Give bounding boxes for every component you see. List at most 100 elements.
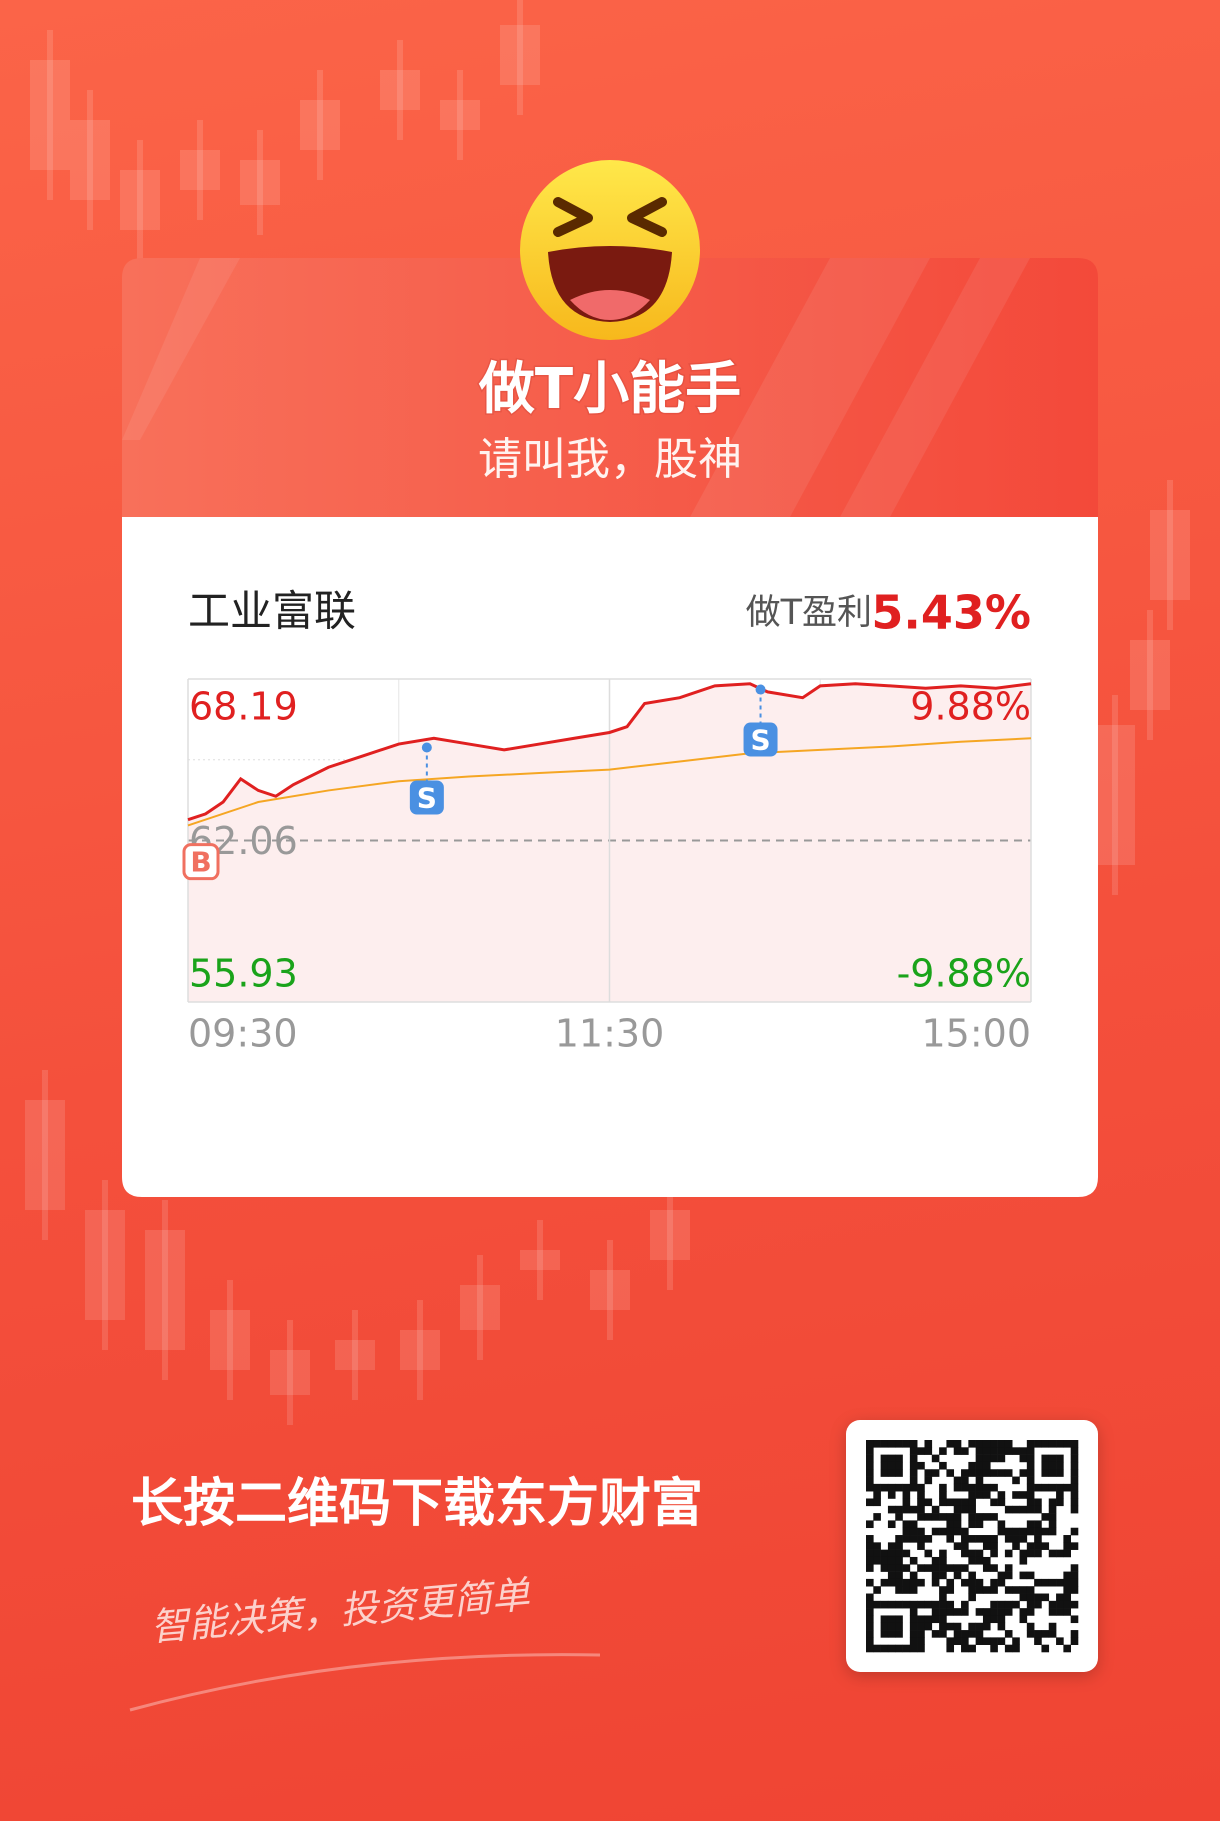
- qr-module: [1026, 1542, 1035, 1550]
- qr-module: [1056, 1469, 1064, 1477]
- qr-module: [1070, 1505, 1079, 1514]
- qr-module: [1026, 1454, 1035, 1463]
- qr-module: [968, 1593, 976, 1602]
- qr-module: [961, 1644, 969, 1653]
- qr-module: [961, 1630, 969, 1638]
- price-line: [187, 682, 1032, 822]
- qr-module: [982, 1491, 991, 1499]
- qr-module: [895, 1556, 903, 1565]
- qr-module: [902, 1600, 911, 1609]
- qr-module: [887, 1630, 896, 1638]
- qr-module: [902, 1491, 911, 1499]
- qr-module: [953, 1476, 962, 1485]
- qr-module: [997, 1600, 1006, 1609]
- qr-module: [887, 1440, 896, 1448]
- qr-module: [902, 1505, 911, 1514]
- qr-module: [1070, 1476, 1079, 1485]
- qr-module: [1004, 1644, 1013, 1653]
- trade-dot: [755, 684, 766, 695]
- qr-module: [1041, 1527, 1050, 1536]
- qr-module: [1048, 1520, 1057, 1529]
- qr-module: [902, 1586, 911, 1594]
- qr-module: [1070, 1447, 1079, 1455]
- qr-module: [909, 1571, 918, 1580]
- qr-module: [866, 1564, 874, 1572]
- qr-module: [975, 1491, 984, 1499]
- qr-module: [917, 1578, 925, 1587]
- qr-module: [1012, 1542, 1020, 1550]
- qr-module: [1070, 1440, 1079, 1448]
- x-tick-label: 09:30: [188, 1012, 298, 1056]
- qr-module: [902, 1440, 911, 1448]
- qr-module: [1004, 1564, 1013, 1572]
- qr-module: [997, 1520, 1006, 1529]
- qr-module: [1070, 1454, 1079, 1463]
- background-candles: [25, 0, 1190, 1425]
- header-title: 做T小能手: [478, 357, 741, 422]
- qr-module: [1041, 1630, 1050, 1638]
- qr-module: [1056, 1461, 1064, 1470]
- qr-module: [939, 1447, 947, 1455]
- qr-module: [1041, 1483, 1050, 1492]
- qr-module: [975, 1520, 984, 1529]
- qr-module: [1026, 1520, 1035, 1529]
- qr-module: [982, 1454, 991, 1463]
- qr-module: [968, 1440, 976, 1448]
- qr-module: [924, 1615, 933, 1624]
- qr-module: [902, 1520, 911, 1529]
- qr-module: [1026, 1447, 1035, 1455]
- qr-module: [895, 1454, 903, 1463]
- qr-module: [866, 1549, 874, 1558]
- qr-module: [1004, 1505, 1013, 1514]
- profit-value: 5.43%: [871, 586, 1031, 640]
- qr-module: [887, 1578, 896, 1587]
- qr-module: [880, 1630, 889, 1638]
- qr-module: [1019, 1593, 1028, 1602]
- qr-module: [975, 1608, 984, 1616]
- qr-module: [975, 1578, 984, 1587]
- qr-module: [924, 1469, 933, 1477]
- trade-label: S: [417, 781, 437, 814]
- qr-module: [902, 1549, 911, 1558]
- qr-module: [961, 1498, 969, 1507]
- qr-module: [1026, 1608, 1035, 1616]
- qr-module: [953, 1564, 962, 1572]
- qr-module: [1063, 1608, 1071, 1616]
- qr-module: [1026, 1469, 1035, 1477]
- qr-module: [968, 1578, 976, 1587]
- qr-module: [1070, 1527, 1079, 1536]
- qr-module: [953, 1608, 962, 1616]
- qr-module: [1048, 1622, 1057, 1631]
- qr-module: [982, 1440, 991, 1448]
- qr-module: [909, 1578, 918, 1587]
- candle-body: [240, 160, 280, 205]
- qr-module: [946, 1527, 955, 1536]
- qr-module: [887, 1454, 896, 1463]
- qr-module: [1034, 1600, 1042, 1609]
- qr-module: [975, 1440, 984, 1448]
- qr-module: [909, 1637, 918, 1645]
- qr-module: [1063, 1586, 1071, 1594]
- qr-module: [866, 1615, 874, 1624]
- qr-module: [961, 1527, 969, 1536]
- qr-module: [1012, 1535, 1020, 1543]
- qr-module: [931, 1556, 940, 1565]
- qr-module: [997, 1491, 1006, 1499]
- qr-module: [1034, 1542, 1042, 1550]
- qr-module: [887, 1520, 896, 1529]
- qr-module: [1034, 1549, 1042, 1558]
- qr-module: [1019, 1447, 1028, 1455]
- qr-module: [1041, 1513, 1050, 1521]
- qr-module: [990, 1440, 998, 1448]
- qr-module: [880, 1461, 889, 1470]
- qr-module: [939, 1513, 947, 1521]
- qr-module: [1063, 1578, 1071, 1587]
- qr-module: [939, 1622, 947, 1631]
- qr-module: [866, 1483, 874, 1492]
- qr-module: [902, 1483, 911, 1492]
- qr-module: [931, 1571, 940, 1580]
- qr-module: [866, 1593, 874, 1602]
- qr-module: [982, 1483, 991, 1492]
- qr-module: [1041, 1593, 1050, 1602]
- qr-module: [866, 1447, 874, 1455]
